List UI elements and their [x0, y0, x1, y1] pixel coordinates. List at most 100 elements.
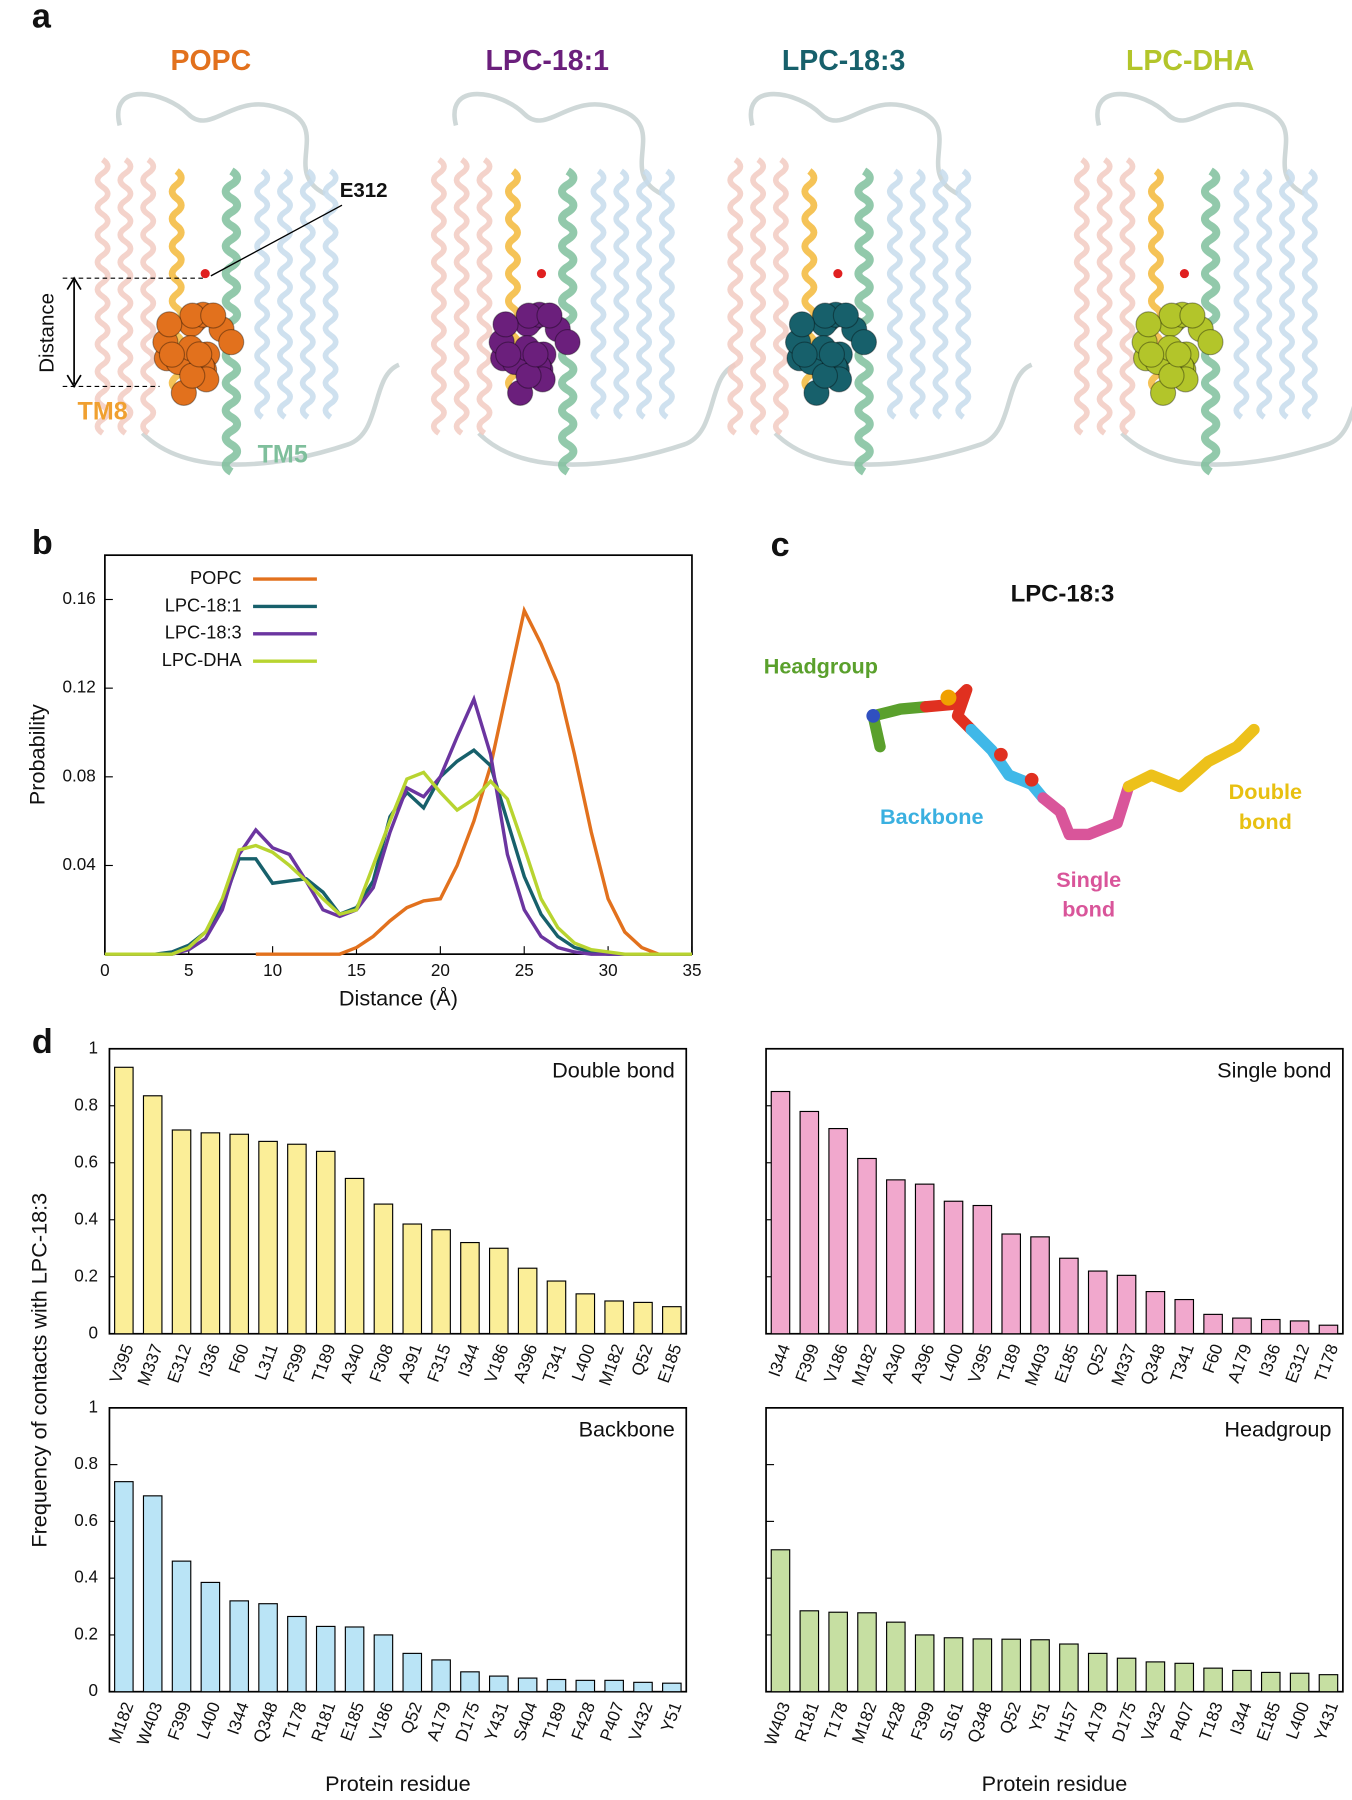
y-tick-label: 0.8 — [74, 1095, 98, 1114]
x-tick-label: T178 — [1311, 1342, 1342, 1385]
panel-title: Double bond — [552, 1057, 675, 1082]
legend-label: LPC-18:3 — [165, 622, 242, 643]
residue-atom — [200, 269, 210, 279]
ligand-atom — [818, 341, 846, 368]
bar — [488, 1247, 509, 1335]
distance-label: Distance — [35, 293, 58, 373]
x-tick-label: F428 — [878, 1700, 909, 1743]
helix — [636, 168, 653, 420]
bar — [1116, 1274, 1137, 1335]
c-title: LPC-18:3 — [1011, 580, 1115, 607]
bar — [770, 1549, 791, 1693]
x-tick-label: A396 — [907, 1342, 938, 1386]
series-line — [104, 748, 692, 956]
bar — [1030, 1236, 1050, 1335]
bar — [402, 1652, 423, 1693]
ligand-atom — [495, 341, 522, 368]
bar — [604, 1679, 624, 1693]
x-tick-label: L400 — [1282, 1700, 1313, 1742]
x-tick-label: A340 — [878, 1342, 909, 1386]
bar — [1059, 1257, 1079, 1335]
x-tick-label: 15 — [347, 961, 366, 980]
helix — [590, 168, 607, 420]
bar — [1289, 1320, 1310, 1335]
bar — [914, 1183, 935, 1335]
x-tick-label: F428 — [568, 1700, 599, 1743]
legend-label: LPC-DHA — [162, 649, 243, 670]
bar — [972, 1638, 993, 1693]
residue-atom — [1179, 269, 1189, 279]
bar — [1174, 1662, 1195, 1693]
x-tick-label: A179 — [1224, 1342, 1255, 1386]
bar — [1260, 1671, 1281, 1693]
x-tick-label: Q52 — [397, 1700, 426, 1737]
bar — [460, 1671, 480, 1693]
x-tick-label: S161 — [936, 1700, 967, 1744]
ligand-atom — [1197, 328, 1224, 356]
x-tick-label: E185 — [1051, 1342, 1082, 1386]
x-tick-label: L400 — [568, 1342, 599, 1384]
panel-label: b — [32, 524, 53, 562]
bar — [943, 1637, 964, 1693]
x-tick-label: 30 — [599, 961, 618, 980]
helix — [558, 167, 578, 476]
x-tick-label: I344 — [765, 1342, 794, 1380]
loop — [115, 91, 326, 196]
bar — [142, 1495, 163, 1693]
x-tick-label: F308 — [366, 1342, 397, 1385]
ligand-atom — [186, 341, 213, 368]
bar — [575, 1293, 596, 1335]
bar — [828, 1611, 848, 1693]
x-axis-label: Distance (Å) — [339, 985, 458, 1010]
plot-frame — [108, 1406, 688, 1693]
loop — [452, 91, 663, 196]
x-tick-label: L311 — [251, 1342, 281, 1383]
x-tick-label: F399 — [792, 1342, 823, 1385]
series-line — [104, 770, 692, 956]
bar — [1087, 1270, 1108, 1335]
helix — [254, 168, 271, 420]
ligand-atom — [1165, 341, 1192, 368]
bar — [1145, 1291, 1166, 1335]
ligand-atom — [1138, 341, 1165, 368]
bar — [546, 1678, 567, 1693]
x-tick-label: L400 — [936, 1342, 967, 1384]
loop — [1095, 91, 1306, 196]
ligand-atom — [832, 302, 859, 329]
plot-frame — [765, 1047, 1344, 1335]
residue-atom — [833, 269, 843, 279]
headgroup-label: Headgroup — [764, 654, 878, 679]
x-tick-label: M182 — [848, 1700, 880, 1747]
y-tick-label: 0.12 — [63, 678, 96, 697]
x-tick-label: E185 — [654, 1342, 685, 1386]
bar — [943, 1200, 964, 1335]
pointer — [210, 204, 343, 277]
ligand-atom — [200, 302, 227, 329]
y-tick-label: 0.6 — [74, 1511, 98, 1530]
ligand-atom — [850, 328, 877, 356]
bar — [171, 1560, 192, 1693]
x-axis-label: Protein residue — [325, 1771, 471, 1796]
bar — [633, 1301, 653, 1335]
x-tick-label: P407 — [1166, 1700, 1197, 1744]
y-axis-label: Frequency of contacts with LPC-18:3 — [27, 1193, 52, 1548]
x-tick-label: 25 — [515, 961, 534, 980]
single-bond-label: Single — [1056, 867, 1121, 892]
ligand-atom — [1179, 302, 1206, 329]
bar — [142, 1095, 163, 1335]
bar — [114, 1066, 134, 1335]
x-tick-label: Q52 — [996, 1700, 1025, 1737]
helix — [453, 157, 470, 436]
x-tick-label: E312 — [1282, 1342, 1313, 1386]
series-line — [104, 694, 692, 956]
ligand-atom — [1135, 311, 1162, 338]
legend-label: POPC — [190, 567, 242, 588]
bar — [344, 1177, 365, 1335]
bar — [1203, 1313, 1223, 1335]
y-tick-label: 1 — [89, 1038, 99, 1057]
x-axis-label: Protein residue — [982, 1771, 1128, 1796]
x-tick-label: Y51 — [657, 1700, 685, 1735]
x-tick-label: R181 — [791, 1700, 823, 1745]
x-tick-label: 0 — [100, 961, 110, 980]
